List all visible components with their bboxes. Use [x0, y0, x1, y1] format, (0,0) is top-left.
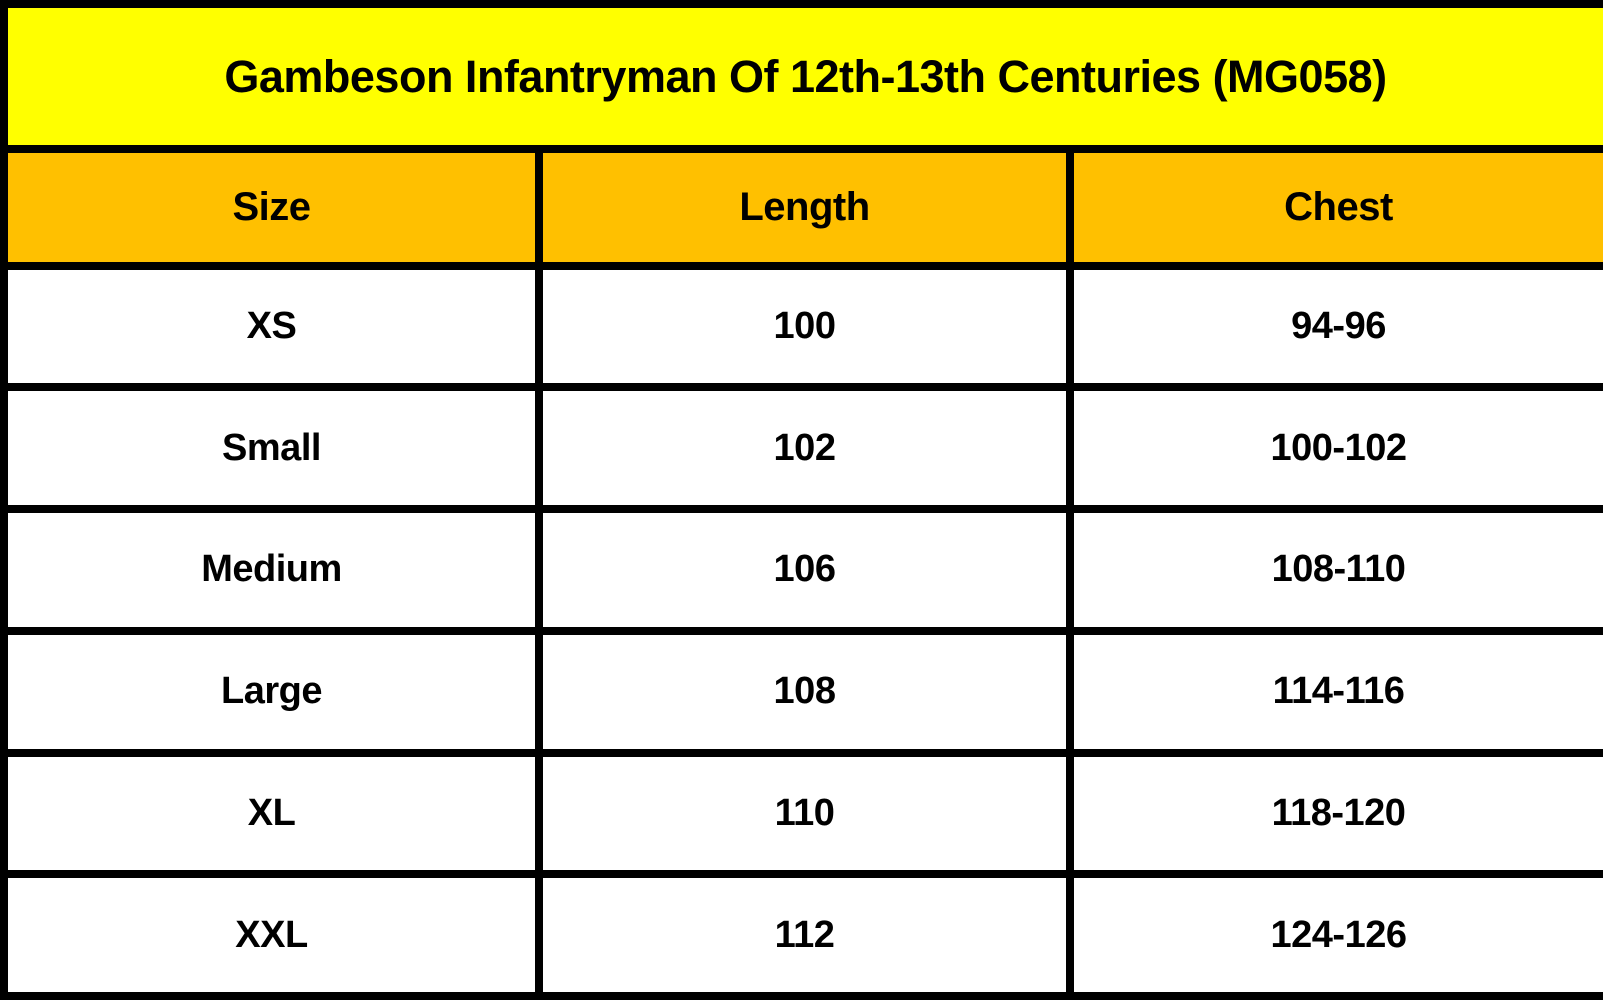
column-header-chest: Chest: [1066, 145, 1603, 270]
size-cell: XXL: [0, 870, 543, 1000]
size-cell: Small: [0, 383, 543, 514]
length-cell: 108: [535, 626, 1074, 757]
length-cell: 102: [535, 383, 1074, 514]
header-row: Size Length Chest: [0, 145, 1603, 270]
chest-cell: 108-110: [1066, 505, 1603, 635]
table-row: XXL 112 124-126: [0, 870, 1603, 1000]
size-cell: Large: [0, 626, 543, 757]
table-row: XS 100 94-96: [0, 261, 1603, 392]
table-row: XL 110 118-120: [0, 748, 1603, 879]
length-cell: 106: [535, 505, 1074, 635]
chest-cell: 118-120: [1066, 748, 1603, 879]
table-row: Small 102 100-102: [0, 383, 1603, 514]
length-cell: 112: [535, 870, 1074, 1000]
length-cell: 100: [535, 261, 1074, 392]
column-header-size: Size: [0, 145, 543, 270]
table-title: Gambeson Infantryman Of 12th-13th Centur…: [0, 0, 1603, 154]
table-row: Medium 106 108-110: [0, 505, 1603, 635]
chest-cell: 114-116: [1066, 626, 1603, 757]
chest-cell: 94-96: [1066, 261, 1603, 392]
chest-cell: 100-102: [1066, 383, 1603, 514]
size-cell: Medium: [0, 505, 543, 635]
chest-cell: 124-126: [1066, 870, 1603, 1000]
length-cell: 110: [535, 748, 1074, 879]
column-header-length: Length: [535, 145, 1074, 270]
table-row: Large 108 114-116: [0, 626, 1603, 757]
size-cell: XL: [0, 748, 543, 879]
title-row: Gambeson Infantryman Of 12th-13th Centur…: [0, 0, 1603, 154]
size-cell: XS: [0, 261, 543, 392]
